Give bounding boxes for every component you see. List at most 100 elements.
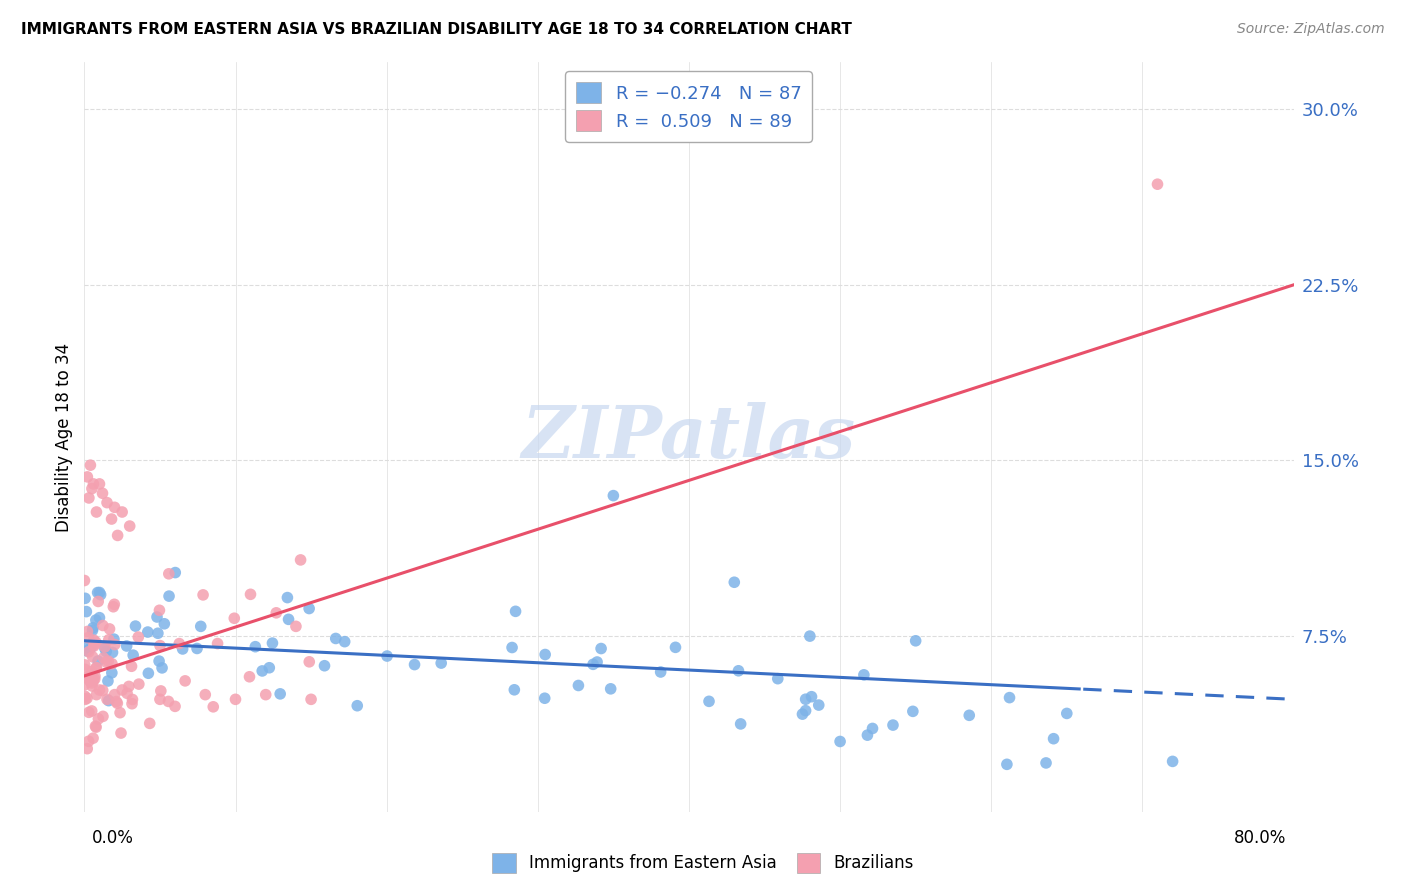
Point [86, 505, 108, 519]
Point [84, 719, 107, 733]
Text: Source: ZipAtlas.com: Source: ZipAtlas.com [1237, 22, 1385, 37]
Point [104, 500, 127, 515]
Point [82, 673, 104, 688]
Point [97, 693, 120, 707]
Point [856, 728, 879, 742]
Point [107, 528, 129, 542]
Point [533, 691, 555, 706]
Point [84, 635, 107, 649]
Point [333, 634, 356, 648]
Point [89, 610, 111, 624]
Point [89, 476, 111, 491]
Point [995, 757, 1018, 772]
Point [534, 648, 557, 662]
Point [172, 642, 194, 657]
Point [77, 645, 100, 659]
Point [799, 629, 821, 643]
Y-axis label: Disability Age 18 to 34: Disability Age 18 to 34 [55, 343, 73, 532]
Point [124, 619, 146, 633]
Text: ZIPatlas: ZIPatlas [522, 401, 856, 473]
Point [505, 604, 527, 618]
Point [80, 640, 103, 655]
Point [957, 708, 980, 723]
Point [77, 706, 100, 720]
Point [83, 638, 105, 652]
Point [80, 676, 103, 690]
Point [79, 674, 101, 689]
Point [998, 690, 1021, 705]
Point [73, 689, 96, 703]
Point [98, 622, 121, 636]
Point [91, 683, 114, 698]
Point [586, 655, 609, 669]
Point [325, 632, 347, 646]
Point [149, 639, 172, 653]
Point [299, 692, 322, 706]
Point [87, 654, 110, 668]
Point [269, 687, 291, 701]
Point [766, 672, 789, 686]
Point [87, 594, 110, 608]
Point [86, 585, 108, 599]
Point [77, 669, 100, 683]
Point [101, 665, 124, 680]
Point [165, 699, 187, 714]
Point [252, 664, 274, 678]
Point [96, 495, 118, 509]
Point [284, 619, 307, 633]
Text: IMMIGRANTS FROM EASTERN ASIA VS BRAZILIAN DISABILITY AGE 18 TO 34 CORRELATION CH: IMMIGRANTS FROM EASTERN ASIA VS BRAZILIA… [21, 22, 852, 37]
Point [727, 664, 749, 678]
Point [80, 482, 103, 496]
Point [115, 639, 138, 653]
Point [83, 633, 105, 648]
Point [121, 659, 143, 673]
Point [76, 640, 98, 655]
Point [202, 699, 225, 714]
Point [149, 692, 172, 706]
Point [111, 683, 134, 698]
Point [904, 633, 927, 648]
Point [404, 657, 426, 672]
Point [146, 610, 169, 624]
Point [76, 470, 98, 484]
Point [80, 704, 103, 718]
Point [146, 626, 169, 640]
Point [75, 605, 97, 619]
Point [167, 637, 190, 651]
Point [567, 678, 589, 692]
Point [77, 734, 100, 748]
Point [157, 694, 180, 708]
Point [599, 681, 621, 696]
Point [153, 616, 176, 631]
Point [100, 512, 122, 526]
Point [118, 519, 141, 533]
Point [97, 654, 120, 668]
Point [77, 631, 100, 645]
Point [190, 619, 212, 633]
Point [1042, 731, 1064, 746]
Point [83, 639, 105, 653]
Point [314, 658, 336, 673]
Point [79, 458, 101, 473]
Point [105, 694, 128, 708]
Point [91, 709, 114, 723]
Point [104, 638, 127, 652]
Point [150, 661, 173, 675]
Point [298, 601, 321, 615]
Point [245, 640, 267, 654]
Point [262, 636, 284, 650]
Point [91, 618, 114, 632]
Point [1056, 706, 1078, 721]
Point [501, 640, 523, 655]
Point [77, 491, 100, 505]
Point [82, 624, 104, 638]
Point [96, 655, 118, 669]
Point [730, 717, 752, 731]
Point [76, 644, 98, 658]
Point [277, 612, 299, 626]
Point [375, 648, 398, 663]
Point [84, 661, 107, 675]
Point [110, 726, 132, 740]
Point [238, 670, 260, 684]
Point [264, 606, 287, 620]
